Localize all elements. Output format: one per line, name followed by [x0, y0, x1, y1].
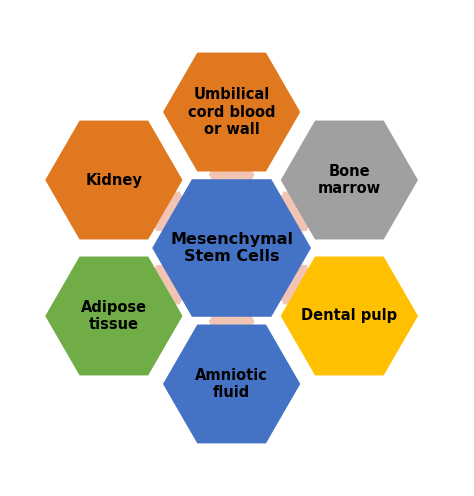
- Polygon shape: [272, 191, 318, 231]
- Text: Mesenchymal
Stem Cells: Mesenchymal Stem Cells: [170, 232, 293, 264]
- Polygon shape: [45, 256, 182, 375]
- Polygon shape: [209, 302, 255, 341]
- Polygon shape: [45, 121, 182, 240]
- Polygon shape: [163, 53, 300, 172]
- Text: Adipose
tissue: Adipose tissue: [81, 300, 147, 332]
- Polygon shape: [145, 191, 191, 231]
- Text: Kidney: Kidney: [85, 173, 142, 187]
- Polygon shape: [145, 265, 191, 305]
- Text: Amniotic
fluid: Amniotic fluid: [195, 368, 268, 400]
- Polygon shape: [272, 265, 318, 305]
- Polygon shape: [163, 324, 300, 443]
- Polygon shape: [281, 256, 418, 375]
- Polygon shape: [281, 121, 418, 240]
- Text: Umbilical
cord blood
or wall: Umbilical cord blood or wall: [188, 87, 275, 137]
- Text: Dental pulp: Dental pulp: [301, 309, 397, 323]
- Text: Bone
marrow: Bone marrow: [318, 164, 381, 196]
- Polygon shape: [152, 179, 311, 317]
- Polygon shape: [209, 155, 255, 194]
